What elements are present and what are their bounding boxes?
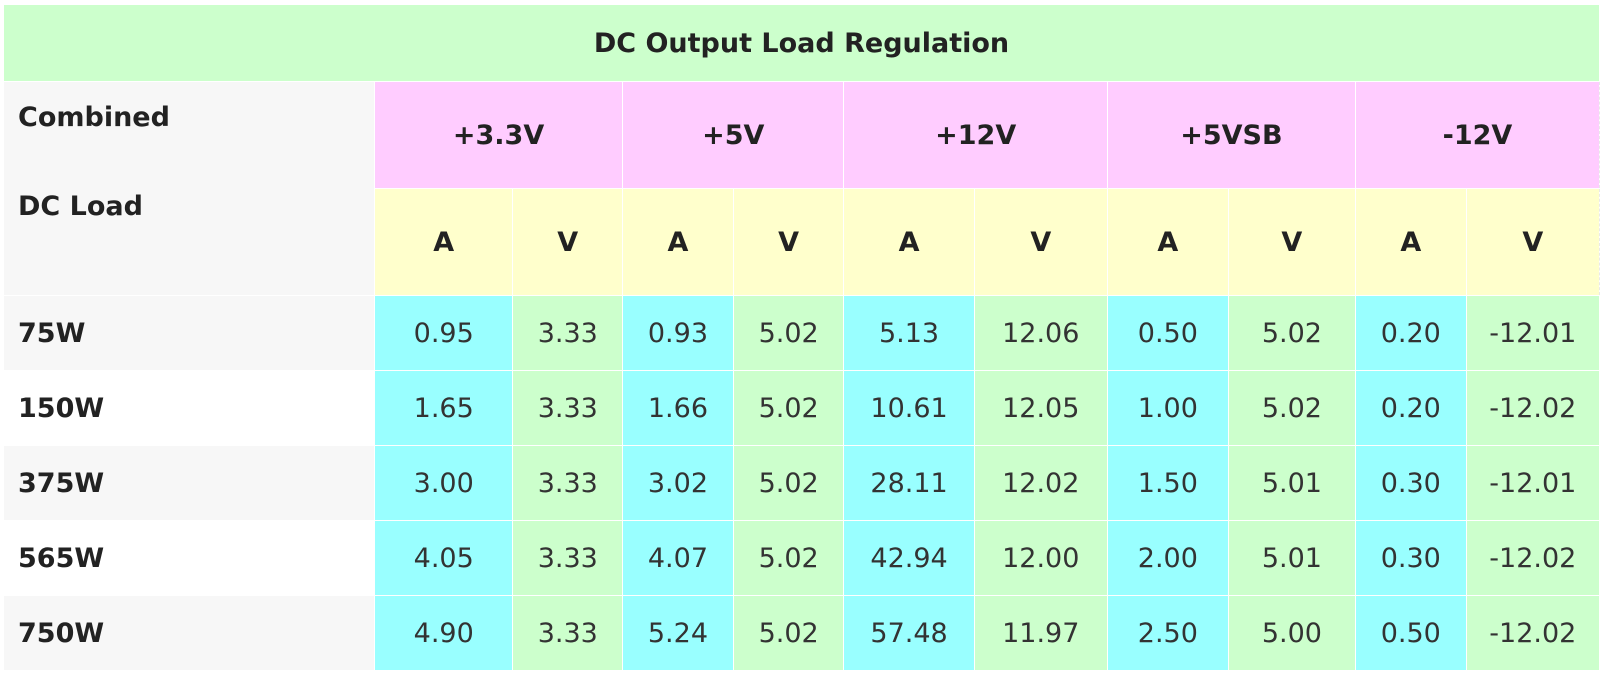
title-row: DC Output Load Regulation (3, 4, 1600, 82)
amps-cell: 0.50 (1354, 595, 1467, 671)
volts-cell: -12.02 (1465, 595, 1600, 671)
table-row: 565W 4.05 3.33 4.07 5.02 42.94 12.00 2.0… (2, 520, 1600, 596)
volts-cell: 5.01 (1227, 520, 1356, 596)
amps-cell: 4.07 (622, 520, 734, 596)
unit-header-row: A V A V A V A V A V (4, 188, 1600, 296)
amps-cell: 0.30 (1354, 445, 1467, 521)
amps-cell: 0.20 (1354, 295, 1467, 371)
unit-header: V (1465, 188, 1600, 296)
unit-header: A (374, 188, 514, 296)
amps-cell: 57.48 (843, 595, 975, 671)
volts-cell: 5.02 (732, 520, 845, 596)
unit-header: A (622, 188, 734, 296)
volts-cell: 12.00 (973, 520, 1108, 596)
amps-cell: 1.65 (374, 370, 514, 446)
amps-cell: 0.30 (1354, 520, 1467, 596)
amps-cell: 1.00 (1106, 370, 1229, 446)
amps-cell: 1.50 (1106, 445, 1229, 521)
volts-cell: 5.02 (732, 445, 845, 521)
volts-cell: -12.01 (1465, 445, 1600, 521)
dc-load-label: DC Load (18, 191, 143, 222)
amps-cell: 0.93 (622, 295, 734, 371)
volts-cell: 12.06 (973, 295, 1108, 371)
volts-cell: 5.02 (732, 370, 845, 446)
unit-header: A (843, 188, 975, 296)
volts-cell: -12.02 (1465, 520, 1600, 596)
volts-cell: 3.33 (512, 370, 624, 446)
combined-dc-load-header: Combined DC Load (2, 81, 376, 296)
volts-cell: 5.02 (732, 595, 845, 671)
load-label: 565W (2, 520, 376, 596)
amps-cell: 5.13 (843, 295, 975, 371)
rail-header-5v: +5V (622, 81, 845, 189)
volts-cell: 12.02 (973, 445, 1108, 521)
amps-cell: 2.50 (1106, 595, 1229, 671)
table-row: 75W 0.95 3.33 0.93 5.02 5.13 12.06 0.50 … (2, 295, 1600, 371)
amps-cell: 2.00 (1106, 520, 1229, 596)
load-label: 75W (2, 295, 376, 371)
unit-header: V (973, 188, 1108, 296)
volts-cell: 3.33 (512, 445, 624, 521)
volts-cell: 5.02 (732, 295, 845, 371)
volts-cell: 3.33 (512, 295, 624, 371)
table-title: DC Output Load Regulation (3, 4, 1600, 82)
load-label: 150W (2, 370, 376, 446)
volts-cell: 5.02 (1227, 295, 1356, 371)
volts-cell: 5.00 (1227, 595, 1356, 671)
volts-cell: 3.33 (512, 520, 624, 596)
amps-cell: 0.95 (374, 295, 514, 371)
amps-cell: 4.90 (374, 595, 514, 671)
volts-cell: 5.02 (1227, 370, 1356, 446)
table-row: 375W 3.00 3.33 3.02 5.02 28.11 12.02 1.5… (2, 445, 1600, 521)
load-regulation-table-wrapper: DC Output Load Regulation Combined DC Lo… (2, 4, 1600, 671)
volts-cell: 3.33 (512, 595, 624, 671)
rail-header-12v: +12V (843, 81, 1108, 189)
unit-header: A (1354, 188, 1467, 296)
rail-header-3v3: +3.3V (374, 81, 624, 189)
amps-cell: 0.20 (1354, 370, 1467, 446)
volts-cell: 12.05 (973, 370, 1108, 446)
amps-cell: 4.05 (374, 520, 514, 596)
amps-cell: 3.02 (622, 445, 734, 521)
amps-cell: 0.50 (1106, 295, 1229, 371)
unit-header: V (512, 188, 624, 296)
table-row: 750W 4.90 3.33 5.24 5.02 57.48 11.97 2.5… (2, 595, 1600, 671)
load-regulation-table: DC Output Load Regulation Combined DC Lo… (2, 4, 1600, 671)
unit-header: A (1106, 188, 1229, 296)
unit-header: V (732, 188, 845, 296)
amps-cell: 5.24 (622, 595, 734, 671)
volts-cell: -12.02 (1465, 370, 1600, 446)
volts-cell: 5.01 (1227, 445, 1356, 521)
amps-cell: 3.00 (374, 445, 514, 521)
load-label: 750W (2, 595, 376, 671)
unit-header: V (1227, 188, 1356, 296)
rail-header-minus12v: -12V (1354, 81, 1600, 189)
volts-cell: 11.97 (973, 595, 1108, 671)
combined-label: Combined (18, 102, 170, 133)
rail-header-5vsb: +5VSB (1106, 81, 1356, 189)
rail-header-row: Combined DC Load +3.3V +5V +12V +5VSB -1… (2, 81, 1600, 296)
load-label: 375W (2, 445, 376, 521)
table-row: 150W 1.65 3.33 1.66 5.02 10.61 12.05 1.0… (2, 370, 1600, 446)
amps-cell: 10.61 (843, 370, 975, 446)
amps-cell: 28.11 (843, 445, 975, 521)
amps-cell: 1.66 (622, 370, 734, 446)
volts-cell: -12.01 (1465, 295, 1600, 371)
amps-cell: 42.94 (843, 520, 975, 596)
